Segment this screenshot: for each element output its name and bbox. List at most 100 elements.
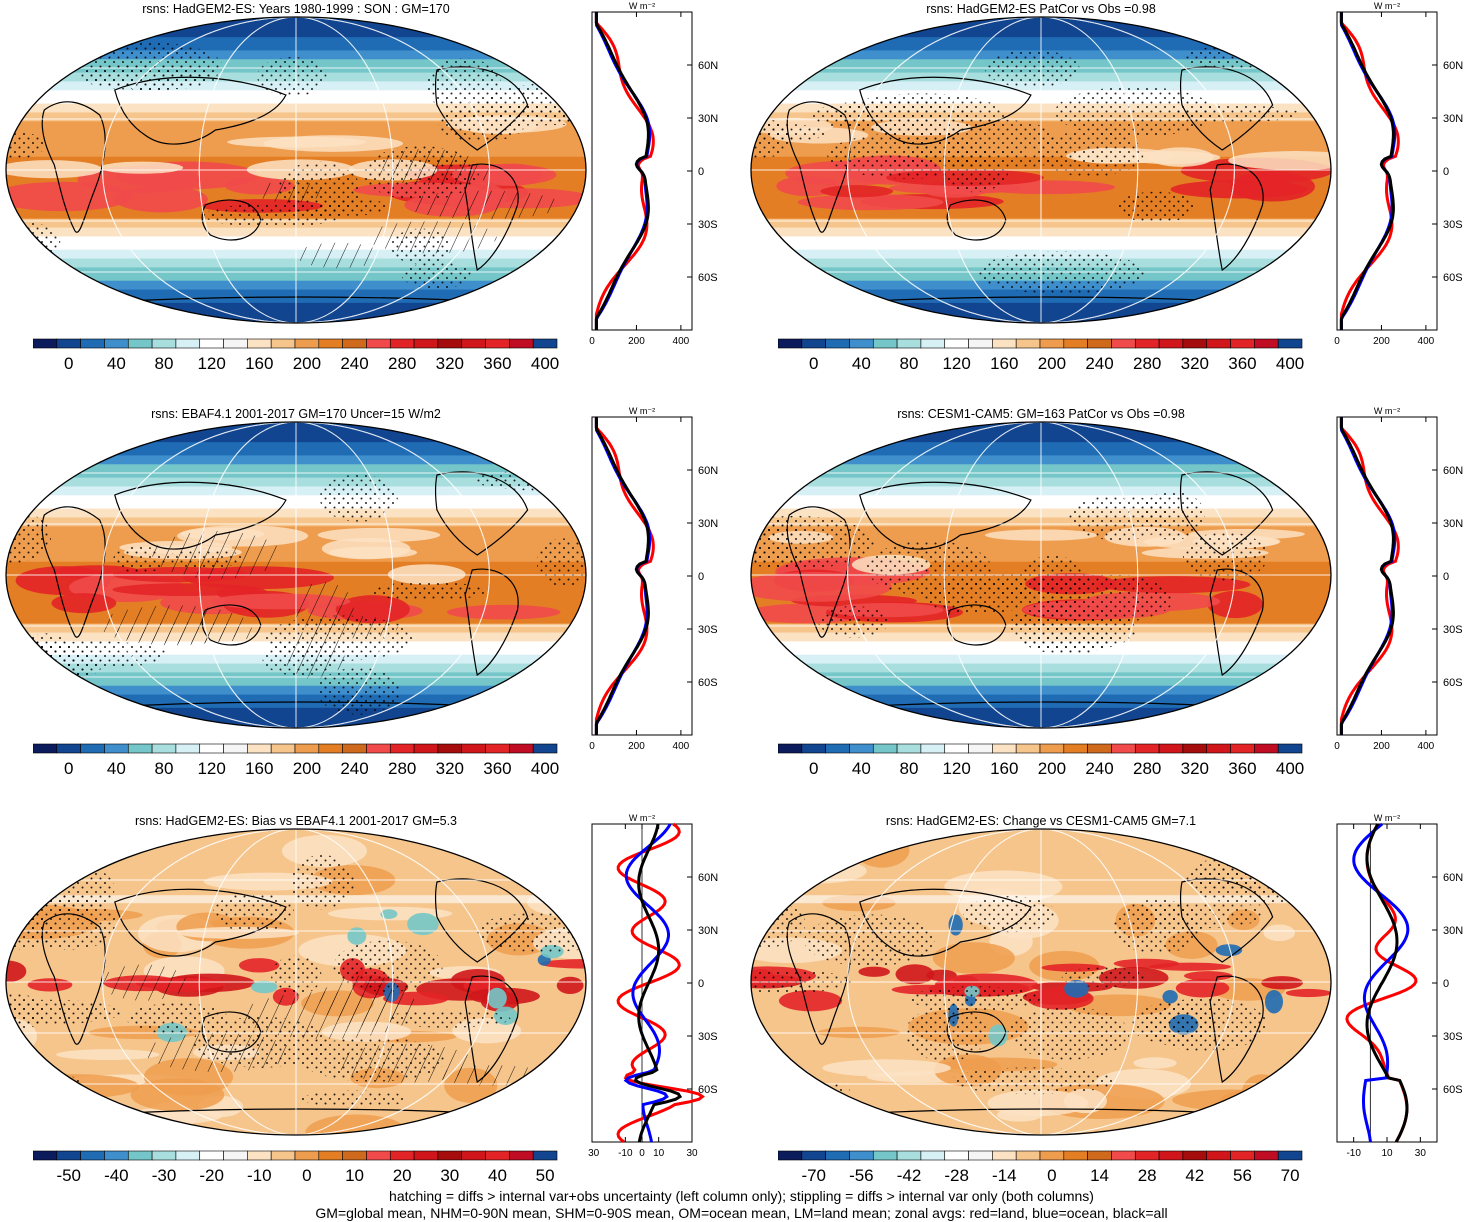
colorbar-swatch — [200, 744, 224, 753]
colorbar-swatch — [509, 339, 533, 348]
colorbar-swatch — [1159, 744, 1183, 753]
zonal-line-all — [1341, 12, 1393, 330]
colorbar-swatch — [128, 744, 152, 753]
footer-line-legend: GM=global mean, NHM=0-90N mean, SHM=0-90… — [0, 1205, 1483, 1222]
colorbar-tick-label: 240 — [340, 759, 368, 778]
colorbar-tick-label: 400 — [531, 354, 559, 373]
colorbar-tick-label: 160 — [990, 759, 1018, 778]
colorbar-swatch — [319, 744, 343, 753]
colorbar-tick-label: 280 — [1133, 354, 1161, 373]
zonal-line-land — [1341, 12, 1398, 330]
colorbar-tick-label: 20 — [393, 1166, 412, 1185]
zonal-units-label: W m⁻² — [629, 813, 655, 823]
latitude-tick-label: 30S — [698, 1031, 718, 1043]
colorbar-swatch — [200, 1151, 224, 1160]
colorbar-tick-label: 320 — [1181, 759, 1209, 778]
zonal-x-tick-label: 0 — [639, 1148, 645, 1159]
panel-title: rsns: HadGEM2-ES: Change vs CESM1-CAM5 G… — [831, 814, 1251, 828]
colorbar-swatch — [224, 339, 248, 348]
colorbar-tick-label: 120 — [197, 759, 225, 778]
colorbar-tick-label: 240 — [340, 354, 368, 373]
colorbar-swatch — [438, 1151, 462, 1160]
colorbar-swatch — [826, 1151, 850, 1160]
colorbar-swatch — [1088, 1151, 1112, 1160]
colorbar-swatch — [873, 1151, 897, 1160]
global-map — [749, 420, 1333, 730]
zonal-x-tick-label: 30 — [1415, 1148, 1427, 1159]
zonal-x-tick-label: 10 — [1381, 1148, 1393, 1159]
colorbar-swatch — [414, 339, 438, 348]
zonal-x-tick-label: -30 — [588, 1148, 600, 1159]
colorbar-swatch — [897, 339, 921, 348]
latitude-tick-label: 60N — [698, 60, 718, 72]
colorbar-swatch — [533, 1151, 557, 1160]
zonal-x-tick-label: 30 — [686, 1148, 698, 1159]
colorbar-swatch — [1183, 744, 1207, 753]
colorbar-swatch — [945, 339, 969, 348]
colorbar-swatch — [295, 744, 319, 753]
colorbar-tick-label: 80 — [900, 354, 919, 373]
colorbar-swatch — [1111, 744, 1135, 753]
zonal-x-tick-label: -10 — [1346, 1148, 1361, 1159]
colorbar-tick-label: 0 — [64, 759, 73, 778]
colorbar-tick-label: 240 — [1085, 354, 1113, 373]
global-map — [4, 15, 588, 325]
colorbar-swatch — [486, 744, 510, 753]
colorbar-tick-label: 70 — [1281, 1166, 1300, 1185]
colorbar-swatch — [849, 744, 873, 753]
latitude-tick-label: 0 — [1443, 166, 1449, 178]
colorbar-tick-label: 360 — [1228, 354, 1256, 373]
colorbar-swatch — [1207, 744, 1231, 753]
colorbar-swatch — [152, 1151, 176, 1160]
colorbar-swatch — [1040, 744, 1064, 753]
colorbar-tick-label: 200 — [1038, 759, 1066, 778]
colorbar-swatch — [366, 1151, 390, 1160]
zonal-units-label: W m⁻² — [1374, 813, 1400, 823]
colorbar-swatch — [295, 339, 319, 348]
colorbar-swatch — [1135, 744, 1159, 753]
zonal-line-land — [1341, 417, 1398, 735]
colorbar-swatch — [200, 339, 224, 348]
map-wrapper — [749, 420, 1333, 730]
colorbar-swatch — [57, 744, 81, 753]
zonal-line-all — [1341, 417, 1393, 735]
latitude-tick-label: 60N — [1443, 60, 1463, 72]
colorbar-tick-label: 360 — [483, 759, 511, 778]
zonal-x-tick-label: 200 — [628, 336, 645, 347]
colorbar-swatch — [778, 744, 802, 753]
colorbar-swatch — [366, 744, 390, 753]
colorbar-tick-label: 30 — [440, 1166, 459, 1185]
colorbar-tick-label: 360 — [1228, 759, 1256, 778]
latitude-tick-label: 60N — [698, 465, 718, 477]
colorbar-swatch — [1254, 1151, 1278, 1160]
latitude-tick-label: 0 — [1443, 571, 1449, 583]
colorbar-tick-label: 200 — [293, 354, 321, 373]
panel-hadgem-change: rsns: HadGEM2-ES: Change vs CESM1-CAM5 G… — [745, 812, 1483, 1190]
latitude-tick-label: 30S — [1443, 219, 1463, 231]
colorbar-tick-label: 0 — [302, 1166, 311, 1185]
colorbar-swatch — [992, 339, 1016, 348]
colorbar-swatch — [1278, 1151, 1302, 1160]
colorbar-swatch — [486, 339, 510, 348]
colorbar-swatch — [438, 744, 462, 753]
map-wrapper — [4, 827, 588, 1137]
latitude-tick-label: 60S — [698, 272, 718, 284]
map-wrapper — [4, 15, 588, 325]
latitude-tick-label: 30N — [1443, 925, 1463, 937]
colorbar-tick-label: 320 — [436, 354, 464, 373]
colorbar-tick-label: 200 — [1038, 354, 1066, 373]
colorbar-swatch — [509, 744, 533, 753]
colorbar-swatch — [802, 1151, 826, 1160]
colorbar-swatch — [33, 339, 57, 348]
colorbar-swatch — [1064, 1151, 1088, 1160]
colorbar-tick-label: 42 — [1185, 1166, 1204, 1185]
colorbar-swatch — [826, 744, 850, 753]
global-map — [749, 15, 1333, 325]
colorbar-swatch — [921, 744, 945, 753]
panel-title: rsns: HadGEM2-ES PatCor vs Obs =0.98 — [831, 2, 1251, 16]
